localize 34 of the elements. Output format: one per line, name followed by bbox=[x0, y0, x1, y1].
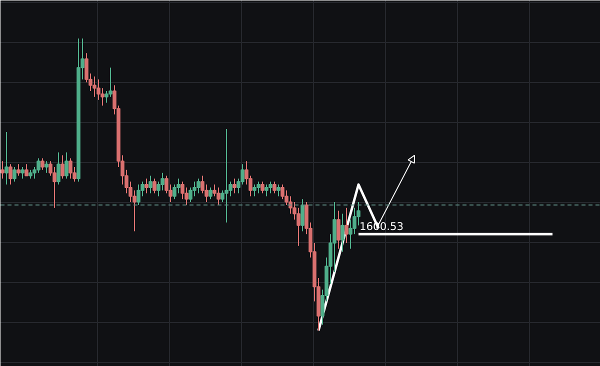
candlestick bbox=[8, 164, 12, 186]
candlestick bbox=[252, 184, 256, 197]
candlestick bbox=[24, 164, 28, 176]
candlestick bbox=[152, 178, 156, 194]
candlestick bbox=[260, 181, 264, 194]
candlestick bbox=[56, 152, 60, 186]
candlestick bbox=[20, 166, 24, 180]
candlestick bbox=[300, 198, 304, 232]
candlestick bbox=[208, 186, 212, 200]
candlestick bbox=[12, 166, 16, 182]
candlestick bbox=[16, 164, 20, 176]
candlestick bbox=[60, 154, 64, 180]
candlestick bbox=[264, 184, 268, 197]
candlestick bbox=[340, 213, 344, 252]
candlestick bbox=[92, 76, 96, 98]
candlestick bbox=[68, 158, 72, 180]
candlestick bbox=[148, 175, 152, 194]
candlestick bbox=[40, 158, 44, 170]
candlestick bbox=[276, 184, 280, 197]
candlestick bbox=[336, 210, 340, 250]
candlestick bbox=[216, 186, 220, 206]
candlestick bbox=[268, 181, 272, 194]
candlestick bbox=[144, 178, 148, 194]
candlestick bbox=[64, 152, 68, 180]
candlestick bbox=[224, 128, 228, 223]
candlestick bbox=[196, 178, 200, 194]
candlestick bbox=[272, 181, 276, 194]
candlestick bbox=[256, 181, 260, 194]
candlestick bbox=[4, 131, 8, 186]
candlestick bbox=[344, 207, 348, 244]
candlestick bbox=[0, 160, 4, 180]
candlestick bbox=[232, 178, 236, 194]
candlestick bbox=[44, 160, 48, 174]
candlestick bbox=[136, 184, 140, 206]
